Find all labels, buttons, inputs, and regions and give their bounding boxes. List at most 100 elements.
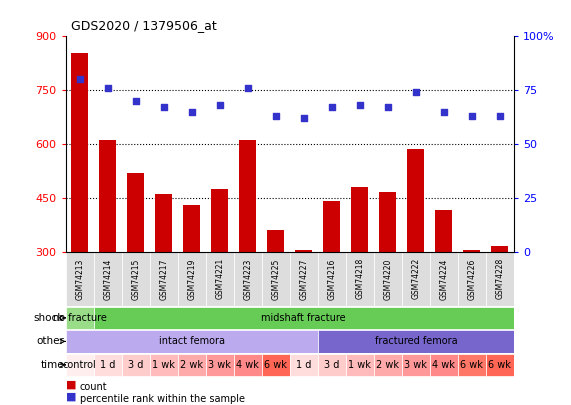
Bar — [178, 354, 206, 376]
Bar — [436, 210, 452, 252]
Bar — [122, 252, 150, 306]
Point — [243, 85, 252, 91]
Bar — [127, 173, 144, 252]
Text: GSM74219: GSM74219 — [187, 258, 196, 300]
Bar — [402, 252, 430, 306]
Text: control: control — [63, 360, 96, 370]
Bar — [71, 53, 88, 252]
Text: GSM74228: GSM74228 — [496, 258, 504, 299]
Text: 3 wk: 3 wk — [404, 360, 427, 370]
Bar — [122, 354, 150, 376]
Text: 1 wk: 1 wk — [152, 360, 175, 370]
Text: GSM74216: GSM74216 — [327, 258, 336, 300]
Bar — [206, 252, 234, 306]
Bar — [379, 192, 396, 252]
Text: 3 d: 3 d — [128, 360, 143, 370]
Bar — [492, 246, 508, 252]
Bar — [211, 189, 228, 252]
Point — [411, 89, 420, 96]
Bar — [66, 307, 94, 329]
Text: midshaft fracture: midshaft fracture — [262, 313, 346, 323]
Point — [355, 102, 364, 109]
Bar — [458, 252, 486, 306]
Bar — [323, 201, 340, 252]
Text: other: other — [37, 337, 65, 346]
Text: GSM74214: GSM74214 — [103, 258, 112, 300]
Bar — [464, 250, 480, 252]
Bar — [430, 252, 458, 306]
Point — [271, 113, 280, 119]
Bar — [239, 141, 256, 252]
Point — [215, 102, 224, 109]
Text: no fracture: no fracture — [53, 313, 107, 323]
Text: 2 wk: 2 wk — [180, 360, 203, 370]
Text: GSM74215: GSM74215 — [131, 258, 140, 300]
Text: fractured femora: fractured femora — [375, 337, 457, 346]
Point — [327, 104, 336, 111]
Bar — [374, 252, 402, 306]
Text: 6 wk: 6 wk — [460, 360, 483, 370]
Text: GSM74224: GSM74224 — [439, 258, 448, 300]
Text: 1 d: 1 d — [296, 360, 311, 370]
Text: GSM74217: GSM74217 — [159, 258, 168, 300]
Text: 6 wk: 6 wk — [488, 360, 511, 370]
Text: GSM74218: GSM74218 — [355, 258, 364, 299]
Bar — [234, 354, 262, 376]
Text: GSM74226: GSM74226 — [468, 258, 476, 300]
Text: GDS2020 / 1379506_at: GDS2020 / 1379506_at — [71, 19, 217, 32]
Bar — [206, 354, 234, 376]
Text: GSM74221: GSM74221 — [215, 258, 224, 299]
Text: 3 wk: 3 wk — [208, 360, 231, 370]
Bar — [66, 252, 94, 306]
Point — [439, 109, 448, 115]
Bar — [234, 252, 262, 306]
Point — [299, 115, 308, 122]
Bar — [150, 354, 178, 376]
Bar — [155, 194, 172, 252]
Point — [187, 109, 196, 115]
Text: GSM74222: GSM74222 — [411, 258, 420, 299]
Point — [159, 104, 168, 111]
Bar — [486, 354, 514, 376]
Bar — [318, 252, 346, 306]
Bar — [99, 141, 116, 252]
Text: 4 wk: 4 wk — [432, 360, 455, 370]
Bar — [458, 354, 486, 376]
Text: count: count — [80, 382, 107, 392]
Bar — [178, 252, 206, 306]
Bar — [150, 252, 178, 306]
Bar — [346, 252, 374, 306]
Text: GSM74220: GSM74220 — [383, 258, 392, 300]
Text: 2 wk: 2 wk — [376, 360, 399, 370]
Point — [495, 113, 504, 119]
Bar — [183, 205, 200, 252]
Bar — [408, 149, 424, 252]
Text: intact femora: intact femora — [159, 337, 225, 346]
Text: GSM74225: GSM74225 — [271, 258, 280, 300]
Bar — [486, 252, 514, 306]
Text: 4 wk: 4 wk — [236, 360, 259, 370]
Bar — [66, 330, 318, 353]
Bar — [262, 354, 289, 376]
Text: time: time — [41, 360, 65, 370]
Bar — [318, 354, 346, 376]
Bar — [318, 330, 514, 353]
Text: 6 wk: 6 wk — [264, 360, 287, 370]
Text: ■: ■ — [66, 379, 76, 390]
Text: GSM74223: GSM74223 — [243, 258, 252, 300]
Text: GSM74227: GSM74227 — [299, 258, 308, 300]
Bar — [94, 252, 122, 306]
Text: 1 wk: 1 wk — [348, 360, 371, 370]
Text: 3 d: 3 d — [324, 360, 340, 370]
Bar — [351, 187, 368, 252]
Bar — [262, 252, 289, 306]
Bar — [94, 354, 122, 376]
Bar — [267, 230, 284, 252]
Bar — [66, 354, 94, 376]
Text: ■: ■ — [66, 392, 76, 402]
Text: shock: shock — [34, 313, 65, 323]
Point — [103, 85, 112, 91]
Bar — [290, 252, 318, 306]
Bar — [374, 354, 402, 376]
Point — [131, 98, 140, 104]
